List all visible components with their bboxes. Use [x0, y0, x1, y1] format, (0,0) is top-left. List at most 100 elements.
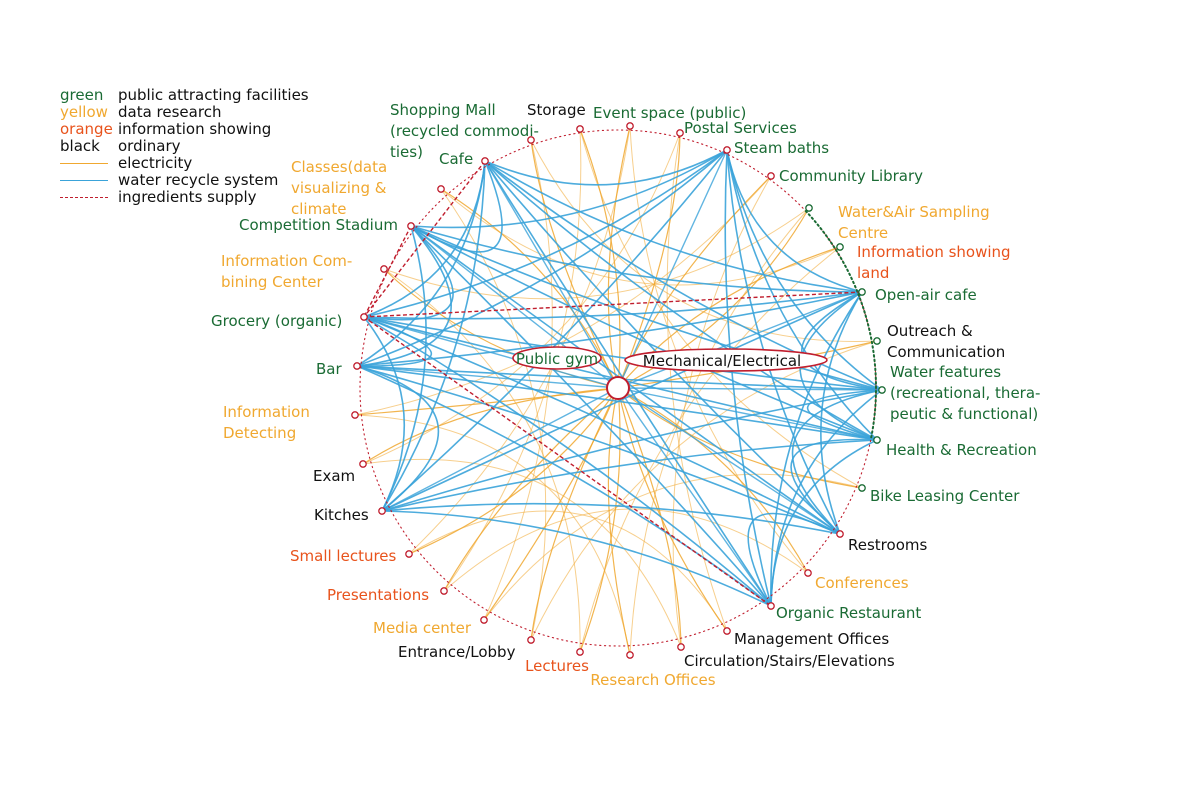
water-line	[356, 225, 452, 367]
electricity-line	[617, 387, 682, 648]
electricity-line-swatch	[60, 163, 108, 164]
node-waterfeat-label: Water features	[890, 363, 1001, 381]
node-media-marker	[480, 616, 488, 624]
node-infodetect-label: Information	[223, 403, 310, 421]
legend-key: orange	[60, 120, 113, 138]
water-line-swatch	[60, 180, 108, 181]
node-media-label: Media center	[373, 619, 472, 637]
node-postal-marker	[676, 129, 684, 137]
water-line	[363, 316, 841, 535]
node-storage-marker	[576, 125, 584, 133]
water-line	[726, 149, 883, 391]
water-line	[484, 160, 619, 389]
water-line	[356, 149, 728, 367]
node-waterfeat-label: peutic & functional)	[890, 405, 1038, 423]
water-line	[410, 225, 883, 391]
node-opencafe-label: Open-air cafe	[875, 286, 977, 304]
public-gym-bubble	[512, 346, 602, 370]
water-line	[356, 291, 863, 367]
supply-line-swatch	[60, 197, 108, 198]
node-organic-marker	[767, 602, 775, 610]
node-classes-label: Classes(data	[291, 158, 387, 176]
node-conferences-marker	[804, 569, 812, 577]
water-line	[617, 291, 863, 389]
node-sampling-label: Centre	[838, 224, 888, 242]
water-line	[484, 160, 863, 293]
node-conferences-label: Conferences	[815, 574, 909, 592]
supply-line	[363, 291, 863, 318]
water-line	[381, 502, 841, 535]
node-research-label: Research Offices	[590, 671, 715, 689]
water-line	[381, 510, 772, 607]
electricity-line	[617, 387, 728, 632]
ingredients-supply-lines	[363, 160, 863, 607]
electricity-line	[579, 387, 621, 653]
electricity-line	[579, 128, 621, 389]
node-bike-label: Bike Leasing Center	[870, 487, 1020, 505]
node-classes-marker	[437, 185, 445, 193]
node-lectures-marker	[576, 648, 584, 656]
supply-line	[363, 225, 412, 318]
legend-key: green	[60, 86, 104, 104]
water-line	[791, 389, 883, 535]
outer-ring	[359, 129, 877, 647]
electricity-line	[440, 188, 619, 389]
water-line	[484, 149, 728, 186]
legend-desc: water recycle system	[118, 171, 279, 189]
electricity-line	[443, 128, 582, 592]
water-line	[381, 225, 427, 512]
water-line	[363, 149, 728, 318]
node-steam-label: Steam baths	[734, 139, 829, 157]
water-line	[806, 389, 883, 441]
water-line	[381, 389, 883, 512]
electricity-line	[617, 132, 681, 389]
node-classes-label: climate	[291, 200, 347, 218]
node-circulation-label: Circulation/Stairs/Elevations	[684, 652, 895, 670]
water-line	[410, 225, 619, 389]
mechanical-electrical-label: Mechanical/Electrical	[643, 352, 801, 370]
electricity-line	[530, 387, 619, 641]
water-line	[363, 316, 883, 391]
water-line	[617, 387, 772, 607]
electricity-line	[666, 132, 728, 632]
electricity-line	[530, 139, 619, 389]
node-waterfeat-label: (recreational, thera-	[890, 384, 1040, 402]
node-grocery-marker	[360, 313, 368, 321]
node-exam-marker	[359, 460, 367, 468]
water-line	[363, 316, 619, 389]
water-line	[363, 291, 863, 320]
electricity-line	[408, 387, 619, 555]
node-outreach-marker	[873, 337, 881, 345]
node-shopping-label: ties)	[390, 143, 423, 161]
legend-desc: electricity	[118, 154, 193, 172]
electricity-line	[530, 139, 878, 342]
node-outreach-label: Communication	[887, 343, 1005, 361]
node-shopping-label: Shopping Mall	[390, 101, 496, 119]
water-line	[617, 387, 883, 391]
node-sampling-label: Water&Air Sampling	[838, 203, 990, 221]
legend-desc: information showing	[118, 120, 272, 138]
water-line	[381, 291, 863, 512]
electricity-line	[354, 387, 619, 416]
node-bar-marker	[353, 362, 361, 370]
node-mgmt-label: Management Offices	[734, 630, 889, 648]
water-line	[381, 149, 728, 512]
node-exam-label: Exam	[313, 467, 355, 485]
node-research-marker	[626, 651, 634, 659]
water-line	[484, 160, 883, 391]
node-mgmt-marker	[723, 627, 731, 635]
node-infocombine-label: Information Com-	[221, 252, 352, 270]
node-infoland-label: Information showing	[857, 243, 1011, 261]
electricity-line	[629, 207, 810, 656]
node-opencafe-marker	[858, 288, 866, 296]
node-stadium-label: Competition Stadium	[239, 216, 398, 234]
water-line	[381, 439, 878, 512]
electricity-line	[617, 207, 810, 389]
node-waterfeat-marker	[878, 386, 886, 394]
water-line	[363, 316, 772, 607]
legend-desc: data research	[118, 103, 222, 121]
water-line	[410, 149, 728, 229]
electricity-line	[483, 473, 863, 621]
node-organic-label: Organic Restaurant	[776, 604, 921, 622]
